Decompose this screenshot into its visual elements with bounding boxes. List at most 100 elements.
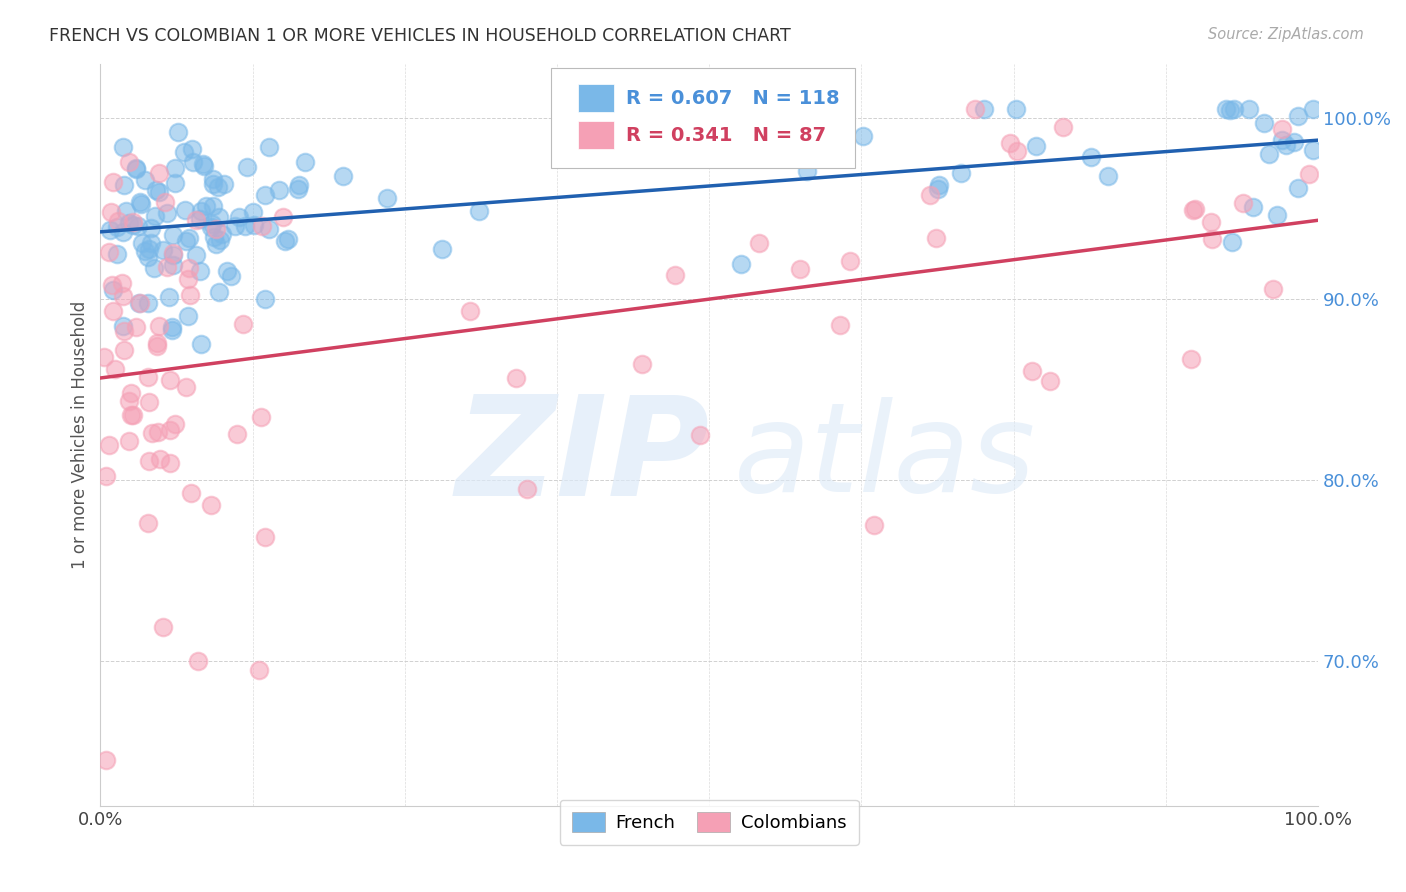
- Point: [190, 336, 212, 351]
- Point: [205, 221, 228, 235]
- Point: [188, 264, 211, 278]
- Point: [159, 456, 181, 470]
- Point: [145, 209, 167, 223]
- Point: [862, 518, 884, 533]
- Point: [138, 242, 160, 256]
- Point: [1097, 169, 1119, 184]
- Point: [1080, 150, 1102, 164]
- Point: [973, 103, 995, 117]
- Point: [375, 191, 398, 205]
- Point: [852, 128, 875, 143]
- Point: [177, 309, 200, 323]
- Point: [217, 264, 239, 278]
- Y-axis label: 1 or more Vehicles in Household: 1 or more Vehicles in Household: [72, 301, 89, 569]
- FancyBboxPatch shape: [578, 121, 614, 149]
- Point: [1220, 235, 1243, 249]
- Point: [208, 285, 231, 300]
- Point: [1005, 103, 1028, 117]
- Point: [155, 195, 177, 210]
- Point: [430, 243, 453, 257]
- Point: [184, 213, 207, 227]
- Point: [173, 145, 195, 159]
- Point: [468, 204, 491, 219]
- FancyBboxPatch shape: [578, 84, 614, 112]
- Point: [163, 161, 186, 175]
- Point: [998, 136, 1021, 150]
- Point: [689, 428, 711, 442]
- Point: [202, 177, 225, 191]
- Point: [949, 166, 972, 180]
- Point: [253, 293, 276, 307]
- Point: [332, 169, 354, 184]
- Point: [242, 204, 264, 219]
- Point: [146, 425, 169, 440]
- Point: [157, 290, 180, 304]
- Point: [127, 219, 149, 234]
- Point: [134, 244, 156, 259]
- Point: [120, 408, 142, 422]
- Point: [201, 217, 224, 231]
- Point: [118, 394, 141, 409]
- Point: [287, 182, 309, 196]
- Point: [112, 178, 135, 192]
- Point: [148, 452, 170, 467]
- Point: [112, 324, 135, 338]
- Point: [1181, 202, 1204, 217]
- Point: [97, 438, 120, 452]
- Point: [117, 155, 139, 169]
- Point: [148, 319, 170, 334]
- Point: [184, 248, 207, 262]
- Point: [257, 222, 280, 236]
- Point: [250, 410, 273, 425]
- Point: [1271, 121, 1294, 136]
- Point: [125, 319, 148, 334]
- Point: [252, 219, 274, 234]
- Point: [177, 260, 200, 275]
- Point: [233, 219, 256, 234]
- Point: [1199, 215, 1222, 229]
- Point: [121, 214, 143, 228]
- Point: [136, 516, 159, 530]
- Point: [1241, 200, 1264, 214]
- Point: [202, 172, 225, 186]
- Point: [211, 227, 233, 242]
- Point: [179, 288, 201, 302]
- Point: [93, 350, 115, 364]
- Point: [1257, 146, 1279, 161]
- Point: [105, 246, 128, 260]
- Point: [148, 166, 170, 180]
- Point: [789, 262, 811, 277]
- Point: [98, 222, 121, 236]
- Point: [1215, 103, 1237, 117]
- Point: [631, 357, 654, 371]
- Point: [101, 175, 124, 189]
- Text: R = 0.341   N = 87: R = 0.341 N = 87: [627, 126, 827, 145]
- Point: [122, 218, 145, 232]
- Point: [1021, 364, 1043, 378]
- Point: [1005, 144, 1028, 158]
- Point: [294, 155, 316, 169]
- Point: [259, 139, 281, 153]
- Point: [162, 258, 184, 272]
- Point: [152, 620, 174, 634]
- Point: [287, 178, 309, 192]
- Point: [152, 243, 174, 257]
- Point: [181, 155, 204, 169]
- Point: [925, 230, 948, 244]
- Point: [748, 236, 770, 251]
- Point: [1286, 109, 1309, 123]
- Point: [111, 225, 134, 239]
- Point: [927, 182, 949, 196]
- Point: [235, 160, 257, 174]
- Point: [128, 195, 150, 210]
- Point: [209, 233, 232, 247]
- Point: [828, 131, 851, 145]
- Point: [162, 247, 184, 261]
- Point: [267, 183, 290, 197]
- Point: [97, 245, 120, 260]
- Point: [159, 423, 181, 437]
- Point: [205, 237, 228, 252]
- Point: [1271, 133, 1294, 147]
- Point: [1261, 282, 1284, 296]
- Point: [796, 164, 818, 178]
